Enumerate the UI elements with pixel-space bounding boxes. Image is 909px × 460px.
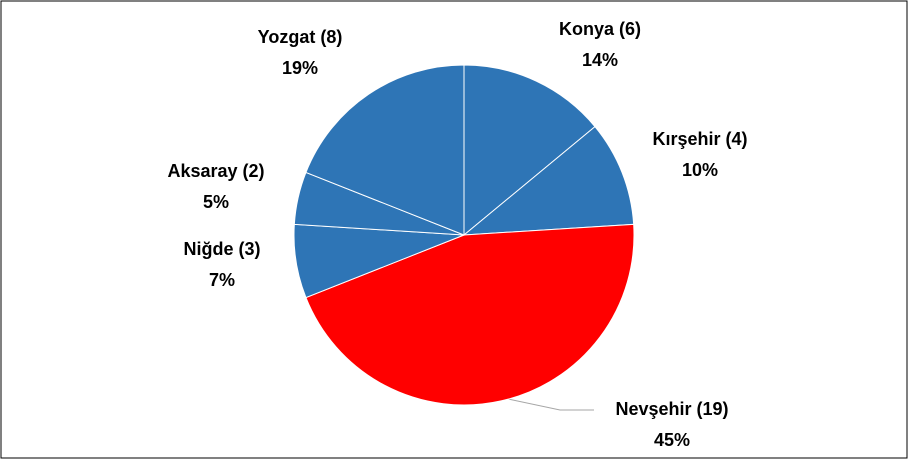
pie-slice (305, 223, 635, 406)
slice-value-label: 5% (203, 192, 229, 212)
pie-slice (305, 64, 465, 236)
slice-value-label: 45% (654, 430, 690, 450)
slice-label: Kırşehir (4) (652, 129, 747, 149)
slice-value-label: 7% (209, 270, 235, 290)
leader-line (507, 398, 594, 411)
slice-value-label: 10% (682, 160, 718, 180)
pie-slice (463, 64, 596, 237)
slice-label: Niğde (3) (183, 239, 260, 259)
slice-label: Konya (6) (559, 19, 641, 39)
slice-value-label: 14% (582, 50, 618, 70)
pie-slice (462, 125, 635, 236)
slice-label: Yozgat (8) (258, 27, 343, 47)
slice-label: Aksaray (2) (167, 161, 264, 181)
slice-value-label: 19% (282, 58, 318, 78)
slice-label: Nevşehir (19) (615, 399, 728, 419)
